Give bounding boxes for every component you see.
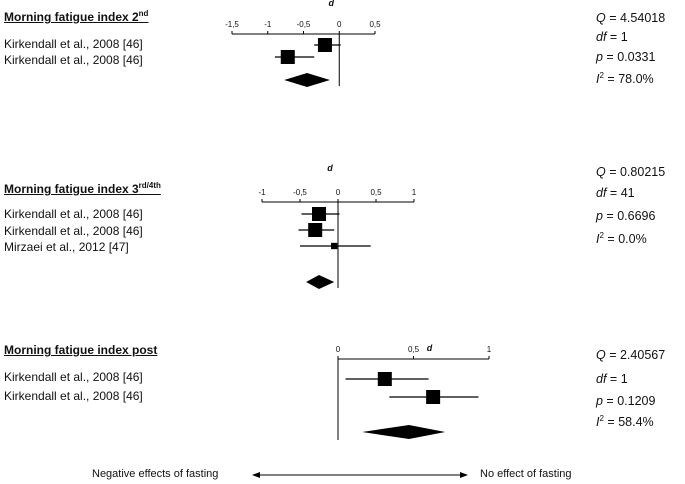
arrow-left-icon xyxy=(252,472,260,478)
footer-left-label: Negative effects of fasting xyxy=(92,468,219,480)
x-tick-label: 0 xyxy=(336,188,341,197)
stat-q: Q = 0.80215 xyxy=(596,165,666,179)
study-effect-square xyxy=(317,38,332,52)
x-tick-label: 1 xyxy=(412,188,417,197)
study-label: Kirkendall et al., 2008 [46] xyxy=(4,53,143,67)
axis-label-d: d xyxy=(329,0,335,8)
study-label: Kirkendall et al., 2008 [46] xyxy=(4,37,143,51)
x-tick-label: -1,5 xyxy=(225,20,239,29)
stat-df: df = 1 xyxy=(596,372,628,386)
x-tick-label: 0 xyxy=(336,345,341,354)
x-tick-label: 0 xyxy=(337,20,342,29)
stat-q: Q = 4.54018 xyxy=(596,11,666,25)
study-label: Kirkendall et al., 2008 [46] xyxy=(4,224,143,238)
stat-p: p = 0.1209 xyxy=(596,394,656,408)
pooled-effect-diamond xyxy=(362,425,446,439)
pooled-effect-diamond xyxy=(284,73,330,87)
stat-p: p = 0.0331 xyxy=(596,50,656,64)
study-label: Mirzaei et al., 2012 [47] xyxy=(4,240,129,254)
study-effect-square xyxy=(280,50,295,64)
study-effect-square xyxy=(331,242,338,250)
stat-df: df = 1 xyxy=(596,30,628,44)
footer-right-label: No effect of fasting xyxy=(480,468,572,480)
panel-title: Morning fatigue index 3rd/4th xyxy=(4,181,161,196)
study-label: Kirkendall et al., 2008 [46] xyxy=(4,389,143,403)
stat-i2: I2 = 0.0% xyxy=(596,231,647,247)
axis-label-d: d xyxy=(427,343,433,353)
axis-label-d: d xyxy=(327,163,333,173)
study-label: Kirkendall et al., 2008 [46] xyxy=(4,207,143,221)
stat-i2: I2 = 78.0% xyxy=(596,71,654,87)
study-effect-square xyxy=(312,207,326,221)
stat-q: Q = 2.40567 xyxy=(596,348,666,362)
stat-p: p = 0.6696 xyxy=(596,209,656,223)
x-tick-label: 0,5 xyxy=(370,188,382,197)
panel-title: Morning fatigue index post xyxy=(4,343,158,357)
panel-title: Morning fatigue index 2nd xyxy=(4,9,149,24)
stat-i2: I2 = 58.4% xyxy=(596,414,654,430)
pooled-effect-diamond xyxy=(306,275,335,289)
study-label: Kirkendall et al., 2008 [46] xyxy=(4,370,143,384)
x-tick-label: 0,5 xyxy=(408,345,420,354)
x-tick-label: -0,5 xyxy=(293,188,307,197)
x-tick-label: 1 xyxy=(487,345,492,354)
study-effect-square xyxy=(308,223,323,237)
x-tick-label: -0,5 xyxy=(297,20,311,29)
x-tick-label: -1 xyxy=(264,20,272,29)
stat-df: df = 41 xyxy=(596,186,635,200)
study-effect-square xyxy=(377,372,392,386)
x-tick-label: -1 xyxy=(258,188,266,197)
arrow-right-icon xyxy=(460,472,468,478)
x-tick-label: 0,5 xyxy=(369,20,381,29)
study-effect-square xyxy=(426,390,441,404)
